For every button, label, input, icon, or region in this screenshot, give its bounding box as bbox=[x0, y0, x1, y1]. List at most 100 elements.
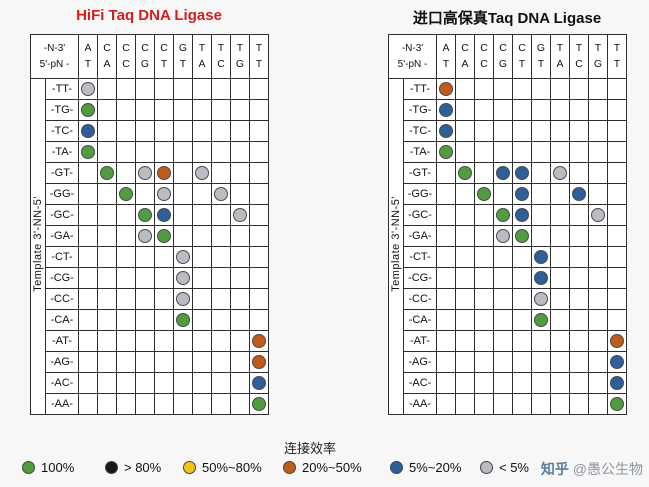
matrix-row: -AC- bbox=[389, 372, 627, 394]
matrix-row: -AT- bbox=[389, 330, 627, 352]
matrix-cell bbox=[173, 183, 193, 205]
matrix-cell bbox=[154, 309, 174, 331]
matrix-cell bbox=[550, 141, 570, 163]
matrix-cell bbox=[173, 162, 193, 184]
efficiency-dot-gray bbox=[176, 271, 190, 285]
efficiency-dot-gray bbox=[176, 250, 190, 264]
row-label: -GG- bbox=[45, 183, 79, 205]
matrix-cell bbox=[512, 246, 532, 268]
efficiency-dot-gray bbox=[195, 166, 209, 180]
efficiency-dot-green bbox=[81, 103, 95, 117]
matrix-cell bbox=[97, 267, 117, 289]
matrix-cell bbox=[192, 78, 212, 100]
matrix-cell bbox=[249, 183, 269, 205]
matrix-cell bbox=[550, 162, 570, 184]
matrix-row: -GA- bbox=[389, 225, 627, 247]
matrix-cell bbox=[569, 267, 589, 289]
matrix-row: Template 3'-NN-5' -TT- bbox=[388, 78, 627, 415]
matrix-cell bbox=[97, 204, 117, 226]
efficiency-dot-blue bbox=[81, 124, 95, 138]
matrix-cell bbox=[116, 162, 136, 184]
efficiency-dot-green bbox=[515, 229, 529, 243]
row-label: -TG- bbox=[45, 99, 79, 121]
matrix-cell bbox=[493, 78, 513, 100]
matrix-cell bbox=[230, 267, 250, 289]
matrix-row: -GC- bbox=[389, 204, 627, 226]
matrix-cell bbox=[211, 99, 231, 121]
matrix-cell bbox=[135, 141, 155, 163]
matrix-cell bbox=[211, 372, 231, 394]
matrix-cell bbox=[474, 183, 494, 205]
matrix-cell bbox=[249, 309, 269, 331]
matrix-cell bbox=[455, 309, 475, 331]
matrix-cell bbox=[474, 141, 494, 163]
matrix-cell bbox=[249, 78, 269, 100]
matrix-cell bbox=[474, 78, 494, 100]
matrix-cell bbox=[588, 225, 608, 247]
matrix-row: -CC- bbox=[31, 288, 269, 310]
matrix-cell bbox=[588, 99, 608, 121]
matrix-cell bbox=[211, 183, 231, 205]
matrix-cell bbox=[588, 78, 608, 100]
matrix-cell bbox=[135, 162, 155, 184]
matrix-cell bbox=[512, 99, 532, 121]
legend-item: 100% bbox=[22, 456, 74, 478]
matrix-cell bbox=[569, 393, 589, 415]
matrix-cell bbox=[569, 225, 589, 247]
matrix-cell bbox=[97, 99, 117, 121]
matrix-cell bbox=[116, 393, 136, 415]
matrix-cell bbox=[211, 393, 231, 415]
matrix-cell bbox=[550, 246, 570, 268]
matrix-cell bbox=[474, 225, 494, 247]
matrix-cell bbox=[192, 351, 212, 373]
row-label: -AG- bbox=[45, 351, 79, 373]
matrix-cell bbox=[135, 309, 155, 331]
matrix-cell bbox=[588, 204, 608, 226]
matrix-cell bbox=[531, 288, 551, 310]
matrix-cell bbox=[192, 288, 212, 310]
matrix-cell bbox=[588, 330, 608, 352]
efficiency-dot-orange bbox=[157, 166, 171, 180]
matrix-cell bbox=[192, 225, 212, 247]
matrix-cell bbox=[173, 99, 193, 121]
matrix-cell bbox=[154, 246, 174, 268]
legend-label: < 5% bbox=[499, 459, 529, 475]
matrix-cell bbox=[436, 393, 456, 415]
row-label: -CG- bbox=[403, 267, 437, 289]
matrix-cell bbox=[607, 225, 627, 247]
matrix-cell bbox=[249, 372, 269, 394]
efficiency-dot-green bbox=[610, 397, 624, 411]
matrix-cell bbox=[78, 183, 98, 205]
matrix-cell bbox=[78, 309, 98, 331]
matrix-cell bbox=[211, 162, 231, 184]
efficiency-dot-gray bbox=[138, 166, 152, 180]
matrix-cell bbox=[116, 99, 136, 121]
matrix-cell bbox=[588, 162, 608, 184]
row-label: -AC- bbox=[403, 372, 437, 394]
matrix-cell bbox=[550, 267, 570, 289]
efficiency-dot-green bbox=[138, 208, 152, 222]
legend-item: 5%~20% bbox=[390, 456, 461, 478]
matrix-cell bbox=[493, 141, 513, 163]
efficiency-dot-blue bbox=[252, 376, 266, 390]
legend-dot-black bbox=[105, 460, 118, 474]
row-label: -CA- bbox=[45, 309, 79, 331]
matrix-cell bbox=[116, 351, 136, 373]
matrix-cell bbox=[249, 162, 269, 184]
matrix-cell bbox=[436, 372, 456, 394]
matrix-cell bbox=[154, 183, 174, 205]
legend-label: 50%~80% bbox=[202, 459, 262, 475]
matrix-cell bbox=[569, 330, 589, 352]
matrix-cell bbox=[493, 393, 513, 415]
legend-item: 20%~50% bbox=[283, 456, 362, 478]
matrix-cell bbox=[455, 393, 475, 415]
matrix-cell bbox=[192, 267, 212, 289]
matrix-cell bbox=[550, 393, 570, 415]
efficiency-dot-green bbox=[252, 397, 266, 411]
matrix-cell bbox=[135, 204, 155, 226]
matrix-cell bbox=[230, 393, 250, 415]
matrix-cell bbox=[78, 204, 98, 226]
